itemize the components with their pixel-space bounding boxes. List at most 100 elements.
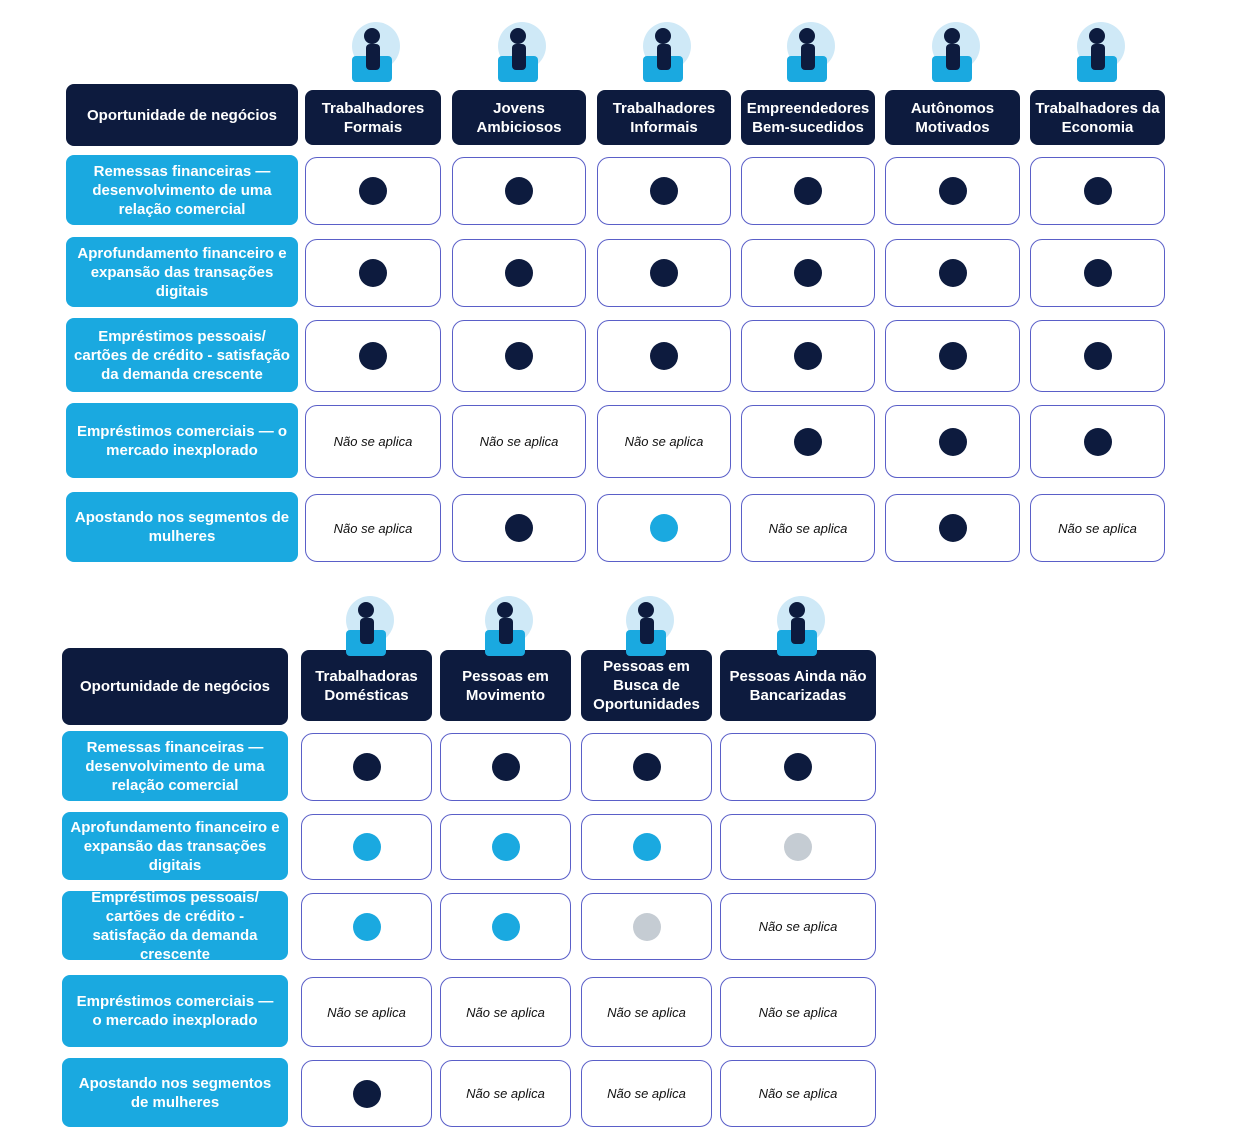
dot — [359, 259, 387, 287]
icon — [1076, 22, 1125, 82]
cell: Não se aplica — [581, 1060, 712, 1127]
dot — [352, 833, 381, 861]
cell — [1030, 157, 1165, 225]
dot — [938, 259, 967, 287]
dot — [505, 177, 533, 205]
corner-header: Oportunidade de negócios — [66, 84, 298, 146]
cell — [597, 494, 731, 562]
cell: Não se aplica — [741, 494, 875, 562]
cell: Não se aplica — [301, 977, 432, 1047]
row-label: Empréstimos pessoais/ cartões de crédito… — [66, 318, 298, 392]
row-label: Aprofundamento financeiro e expansão das… — [62, 812, 288, 880]
cell — [305, 320, 441, 392]
cell — [741, 405, 875, 478]
cell — [301, 733, 432, 801]
dot — [505, 342, 533, 370]
icon — [345, 596, 394, 656]
dot — [794, 427, 822, 456]
cell: Não se aplica — [581, 977, 712, 1047]
cell — [581, 893, 712, 960]
column-header: Trabalhadores da Economia — [1030, 90, 1165, 145]
row-label: Remessas financeiras — desenvolvimento d… — [62, 731, 288, 801]
cell — [305, 157, 441, 225]
column-header: Jovens Ambiciosos — [452, 90, 586, 145]
dot — [491, 833, 520, 861]
dot — [650, 259, 678, 287]
dot — [632, 833, 661, 861]
dot — [359, 177, 387, 205]
icon — [484, 596, 533, 656]
icon — [498, 22, 546, 82]
dot — [1083, 342, 1112, 370]
dot — [1083, 259, 1112, 287]
icon — [643, 22, 691, 82]
dot — [352, 1079, 381, 1108]
cell — [301, 1060, 432, 1127]
cell — [1030, 320, 1165, 392]
cell — [885, 405, 1020, 478]
dot — [352, 753, 381, 781]
icon — [352, 22, 400, 82]
column-header: Empreendedores Bem-sucedidos — [741, 90, 875, 145]
cell: Não se aplica — [440, 1060, 571, 1127]
dot — [1083, 427, 1112, 456]
cell — [597, 239, 731, 307]
dot — [794, 259, 822, 287]
column-header: Trabalhadores Informais — [597, 90, 731, 145]
icon — [787, 22, 835, 82]
row-label: Apostando nos segmentos de mulheres — [66, 492, 298, 562]
column-header: Pessoas Ainda não Bancarizadas — [720, 650, 876, 721]
row-label: Empréstimos pessoais/ cartões de crédito… — [62, 889, 288, 963]
icon — [777, 596, 825, 656]
dot — [505, 514, 533, 542]
dot — [938, 514, 967, 542]
row-label: Empréstimos comerciais — o mercado inexp… — [66, 403, 298, 478]
dot — [938, 342, 967, 370]
cell — [440, 893, 571, 960]
cell: Não se aplica — [1030, 494, 1165, 562]
cell — [452, 320, 586, 392]
cell — [597, 320, 731, 392]
cell — [597, 157, 731, 225]
cell — [440, 814, 571, 880]
cell — [452, 157, 586, 225]
cell — [581, 733, 712, 801]
cell — [720, 814, 876, 880]
column-header: Pessoas em Movimento — [440, 650, 571, 721]
cell — [741, 239, 875, 307]
cell — [885, 494, 1020, 562]
dot — [359, 342, 387, 370]
cell — [1030, 239, 1165, 307]
dot — [938, 427, 967, 456]
dot — [632, 912, 661, 941]
dot — [650, 514, 678, 542]
column-header: Trabalhadores Formais — [305, 90, 441, 145]
dot — [650, 342, 678, 370]
dot — [505, 259, 533, 287]
icon — [625, 596, 674, 656]
dot — [491, 912, 520, 941]
row-label: Aprofundamento financeiro e expansão das… — [66, 237, 298, 307]
cell — [741, 157, 875, 225]
dot — [784, 833, 812, 861]
cell — [452, 239, 586, 307]
cell — [885, 320, 1020, 392]
cell — [581, 814, 712, 880]
cell: Não se aplica — [720, 893, 876, 960]
dot — [352, 912, 381, 941]
cell — [305, 239, 441, 307]
cell — [741, 320, 875, 392]
cell: Não se aplica — [440, 977, 571, 1047]
cell — [452, 494, 586, 562]
corner-header: Oportunidade de negócios — [62, 648, 288, 725]
row-label: Apostando nos segmentos de mulheres — [62, 1058, 288, 1127]
dot — [794, 177, 822, 205]
cell: Não se aplica — [720, 1060, 876, 1127]
row-label: Empréstimos comerciais — o mercado inexp… — [62, 975, 288, 1047]
row-label: Remessas financeiras — desenvolvimento d… — [66, 155, 298, 225]
cell: Não se aplica — [452, 405, 586, 478]
dot — [491, 753, 520, 781]
cell: Não se aplica — [305, 494, 441, 562]
cell — [885, 157, 1020, 225]
dot — [794, 342, 822, 370]
